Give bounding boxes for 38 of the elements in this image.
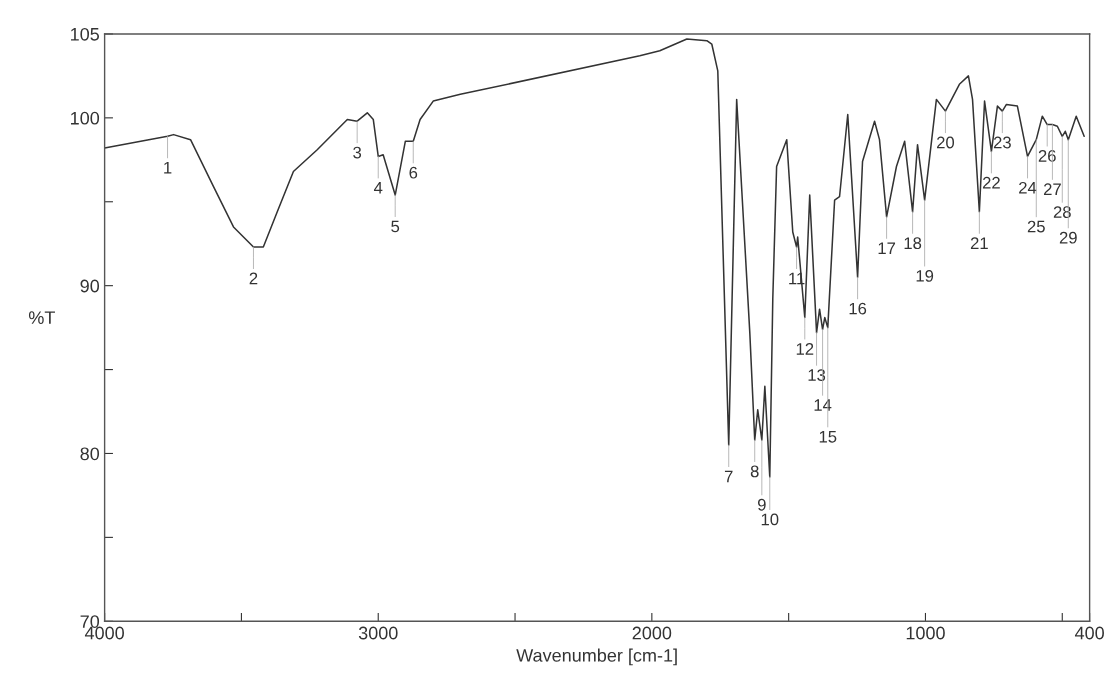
annotation: 24 [1019, 181, 1037, 194]
annotation: 13 [808, 369, 826, 382]
annotation: 2 [249, 272, 258, 285]
annotation: 27 [1043, 183, 1061, 195]
annotation: 16 [849, 302, 867, 315]
annotation: 6 [409, 166, 418, 179]
annotation: 7 [724, 470, 733, 483]
annotation: 14 [814, 399, 832, 411]
x-tick-label: 2000 [632, 626, 672, 640]
annotation: 8 [750, 465, 759, 478]
annotation: 21 [970, 237, 988, 249]
annotation: 17 [878, 242, 896, 254]
annotation: 10 [761, 513, 779, 526]
y-tick-label: 100 [71, 111, 100, 125]
annotation: 26 [1038, 150, 1056, 162]
x-tick-label: 1000 [906, 626, 945, 640]
annotation: 1 [164, 161, 172, 174]
y-tick-label: 80 [80, 447, 100, 461]
annotation: 9 [757, 498, 766, 511]
x-tick-label: 3000 [358, 626, 398, 640]
annotation: 28 [1053, 206, 1071, 218]
annotation: 20 [937, 136, 955, 149]
y-tick-label: 105 [71, 27, 100, 41]
annotation: 18 [904, 237, 922, 250]
annotation: 3 [353, 146, 362, 159]
y-tick-label: 90 [80, 279, 100, 293]
y-axis-title: %T [28, 311, 55, 324]
annotation: 22 [982, 176, 1000, 189]
annotation: 25 [1027, 220, 1045, 233]
x-axis-title: Wavenumber [cm-1] [516, 648, 677, 666]
annotation: 23 [993, 136, 1011, 149]
annotation: 19 [916, 269, 934, 282]
annotation: 4 [373, 182, 383, 194]
annotation: 15 [819, 431, 837, 443]
annotation: 29 [1059, 231, 1077, 244]
annotation: 5 [391, 220, 400, 233]
x-tick-label: 400 [1074, 626, 1104, 640]
annotation: 12 [796, 342, 814, 355]
